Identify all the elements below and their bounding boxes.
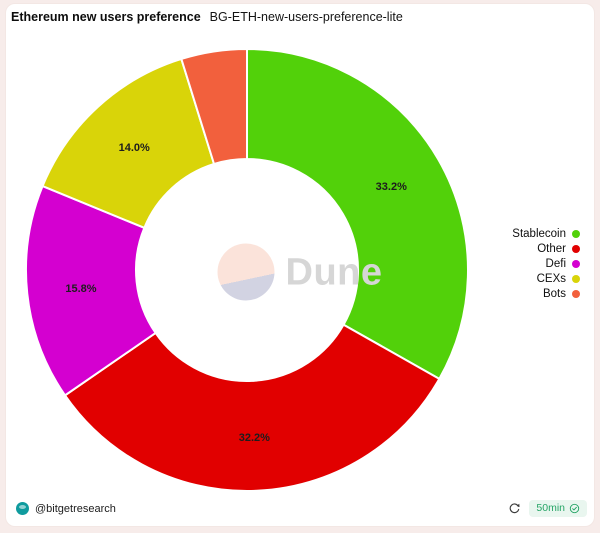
pie-slice-bots[interactable]: [180, 48, 248, 166]
legend-label: Other: [537, 243, 566, 255]
check-circle-icon: [569, 503, 580, 514]
refresh-interval: 50min: [536, 502, 565, 515]
slice-label-defi: 15.8%: [65, 283, 96, 295]
legend-item-bots[interactable]: Bots: [512, 288, 580, 300]
slice-label-cexs: 14.0%: [119, 142, 150, 154]
author-handle[interactable]: @bitgetresearch: [35, 502, 116, 515]
query-name[interactable]: BG-ETH-new-users-preference-lite: [209, 10, 403, 24]
author[interactable]: @bitgetresearch: [16, 502, 116, 515]
legend-dot-stablecoin-icon: [572, 230, 580, 238]
pie-slice-stablecoin[interactable]: [246, 48, 469, 380]
legend-label: Bots: [542, 288, 566, 300]
chart-header: Ethereum new users preference BG-ETH-new…: [11, 10, 403, 24]
legend-item-other[interactable]: Other: [512, 243, 580, 255]
slice-label-other: 32.2%: [239, 432, 270, 444]
legend-item-stablecoin[interactable]: Stablecoin: [512, 228, 580, 240]
legend-label: Defi: [545, 258, 566, 270]
legend: Stablecoin Other Defi CEXs Bots: [512, 228, 580, 300]
chart-title: Ethereum new users preference: [11, 10, 201, 24]
refresh-icon[interactable]: [508, 502, 521, 515]
legend-dot-bots-icon: [572, 290, 580, 298]
legend-item-cexs[interactable]: CEXs: [512, 273, 580, 285]
legend-dot-cexs-icon: [572, 275, 580, 283]
legend-dot-other-icon: [572, 245, 580, 253]
pie-slice-defi[interactable]: [25, 185, 157, 397]
refresh-controls: 50min: [508, 500, 587, 517]
legend-label: Stablecoin: [512, 228, 566, 240]
pie-slice-other[interactable]: [63, 323, 441, 492]
slice-label-stablecoin: 33.2%: [376, 181, 407, 193]
legend-label: CEXs: [536, 273, 566, 285]
legend-item-defi[interactable]: Defi: [512, 258, 580, 270]
legend-dot-defi-icon: [572, 260, 580, 268]
refresh-status-badge[interactable]: 50min: [529, 500, 587, 517]
bitgetresearch-avatar-icon: [16, 502, 29, 515]
